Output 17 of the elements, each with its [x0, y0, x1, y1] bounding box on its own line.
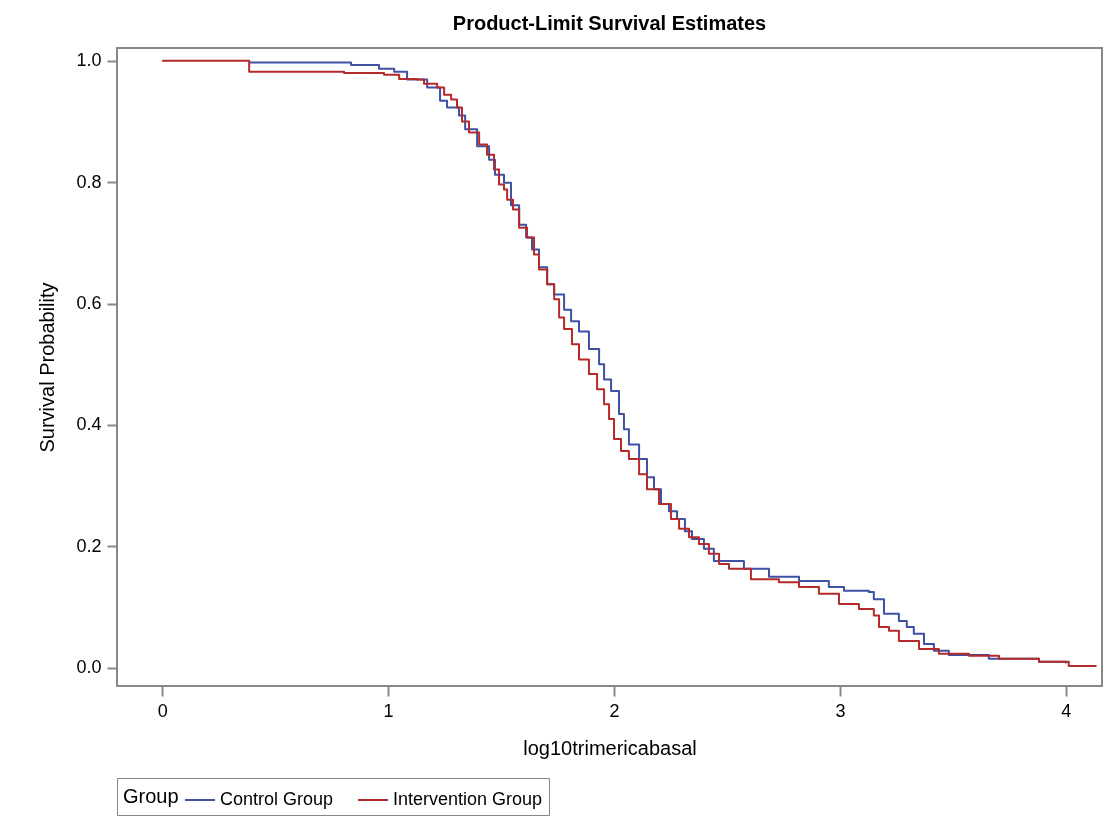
y-tick-label: 0.8 — [76, 171, 102, 192]
x-tick-label: 2 — [609, 700, 620, 721]
x-axis-title: log10trimericabasal — [523, 736, 697, 759]
y-tick-label: 1.0 — [76, 50, 102, 71]
legend-title: Group — [123, 785, 179, 807]
y-tick-label: 0.2 — [76, 535, 102, 556]
x-tick-label: 1 — [383, 700, 394, 721]
y-tick-label: 0.6 — [76, 293, 102, 314]
legend-label: Control Group — [220, 789, 334, 809]
y-tick-label: 0.0 — [76, 657, 102, 678]
legend-label: Intervention Group — [393, 789, 543, 809]
x-tick-label: 3 — [835, 700, 846, 721]
y-axis-title: Survival Probability — [36, 282, 59, 453]
chart-title: Product-Limit Survival Estimates — [452, 12, 767, 34]
x-tick-label: 0 — [157, 700, 168, 721]
y-tick-label: 0.4 — [76, 414, 102, 435]
x-tick-label: 4 — [1061, 700, 1072, 721]
